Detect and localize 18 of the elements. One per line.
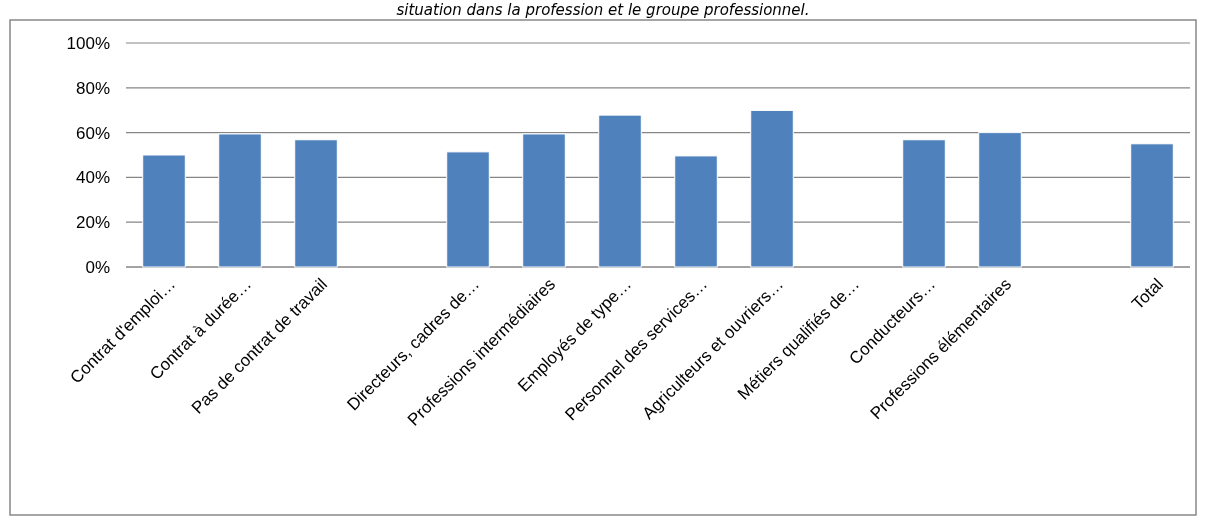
bar bbox=[598, 114, 642, 268]
bar bbox=[142, 154, 186, 268]
bar bbox=[674, 155, 718, 268]
y-tick-label: 20% bbox=[75, 213, 110, 233]
bar bbox=[522, 133, 566, 268]
y-tick-label: 60% bbox=[75, 123, 110, 143]
y-tick-label: 0% bbox=[85, 257, 110, 277]
bar bbox=[1130, 143, 1174, 268]
bar bbox=[750, 109, 794, 268]
y-tick-label: 80% bbox=[75, 78, 110, 98]
bar bbox=[978, 132, 1022, 268]
bar bbox=[902, 139, 946, 268]
chart-title: situation dans la profession et le groupe professionnel. bbox=[396, 1, 810, 19]
y-tick-label: 100% bbox=[66, 33, 110, 53]
bar bbox=[294, 139, 338, 268]
bar bbox=[446, 151, 490, 268]
y-tick-label: 40% bbox=[75, 168, 110, 188]
bar bbox=[218, 133, 262, 268]
